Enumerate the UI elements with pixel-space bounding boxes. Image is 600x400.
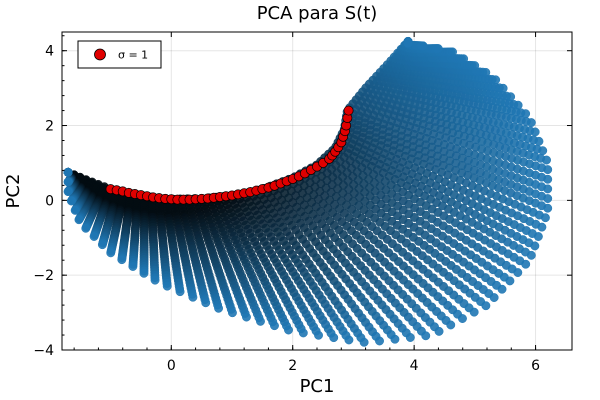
legend-marker <box>94 48 106 61</box>
background-point <box>530 127 540 137</box>
series-point <box>343 105 354 116</box>
background-point <box>521 259 531 269</box>
y-tick-label: 4 <box>45 44 54 60</box>
background-point <box>390 334 400 344</box>
background-point <box>542 155 551 165</box>
legend-box <box>77 40 162 69</box>
background-point <box>498 83 508 93</box>
x-tick-label: 6 <box>531 358 540 374</box>
background-point <box>530 241 540 251</box>
background-point <box>537 222 547 232</box>
background-point <box>106 248 116 258</box>
background-point <box>256 316 265 326</box>
background-point <box>521 109 531 119</box>
background-point <box>162 281 172 291</box>
background-point <box>489 293 499 303</box>
y-tick-label: 2 <box>45 119 54 135</box>
background-point <box>459 54 469 64</box>
background-point <box>513 268 523 278</box>
background-point <box>458 314 467 323</box>
background-point <box>497 284 507 294</box>
background-point <box>526 250 536 260</box>
x-tick-label: 0 <box>167 358 176 374</box>
background-point <box>513 100 523 110</box>
background-point <box>344 335 354 345</box>
y-tick-label: 0 <box>45 193 54 209</box>
background-point <box>405 333 415 342</box>
chart-title: PCA para S(t) <box>257 3 378 24</box>
background-point <box>491 75 501 85</box>
background-point <box>533 232 543 241</box>
background-point <box>284 325 293 335</box>
background-point <box>63 167 73 177</box>
background-point <box>403 38 413 48</box>
y-axis-title: PC2 <box>3 174 24 209</box>
background-point <box>139 268 149 278</box>
background-point <box>543 174 553 184</box>
background-point <box>81 223 91 233</box>
background-point <box>543 184 553 194</box>
background-point <box>526 118 536 128</box>
background-point <box>448 47 457 57</box>
background-point <box>63 177 73 187</box>
background-point <box>540 213 550 223</box>
background-point <box>74 215 84 225</box>
background-point <box>538 146 548 156</box>
background-point <box>70 205 80 215</box>
background-point <box>89 232 99 241</box>
background-point <box>329 333 339 343</box>
tick-layer: 0 2 4 6 −4 −2 0 2 4 <box>33 32 572 374</box>
background-point <box>421 331 431 341</box>
background-point <box>175 287 185 297</box>
background-point <box>201 298 211 308</box>
background-point <box>188 292 198 302</box>
legend-label: σ = 1 <box>118 49 148 62</box>
background-point <box>434 326 444 336</box>
background-point <box>543 203 553 213</box>
background-point <box>481 301 491 311</box>
background-point <box>66 196 76 206</box>
background-point <box>270 321 279 331</box>
legend: σ = 1 <box>77 40 162 69</box>
background-point <box>298 328 308 338</box>
background-point <box>534 136 544 146</box>
background-point <box>150 275 160 285</box>
background-point <box>242 312 251 322</box>
background-point <box>375 336 384 346</box>
background-point <box>128 262 138 271</box>
background-point <box>63 187 73 197</box>
background-point <box>433 44 443 53</box>
background-point <box>506 92 516 102</box>
background-point <box>505 276 515 286</box>
y-tick-label: −2 <box>33 268 54 284</box>
background-point <box>228 308 237 318</box>
y-tick-label: −4 <box>33 343 54 359</box>
x-axis-title: PC1 <box>300 376 335 397</box>
background-point <box>543 165 553 175</box>
background-point <box>359 337 369 347</box>
background-point <box>469 307 479 317</box>
background-point <box>470 61 480 71</box>
background-point <box>117 255 127 265</box>
background-point <box>481 67 491 77</box>
background-point <box>418 41 428 51</box>
x-tick-label: 4 <box>410 358 419 374</box>
background-point <box>314 330 323 340</box>
background-point <box>446 320 456 330</box>
background-point <box>214 303 224 313</box>
background-point <box>97 240 107 250</box>
background-point <box>543 194 553 204</box>
series-layer <box>105 105 354 205</box>
x-tick-label: 2 <box>288 358 297 374</box>
